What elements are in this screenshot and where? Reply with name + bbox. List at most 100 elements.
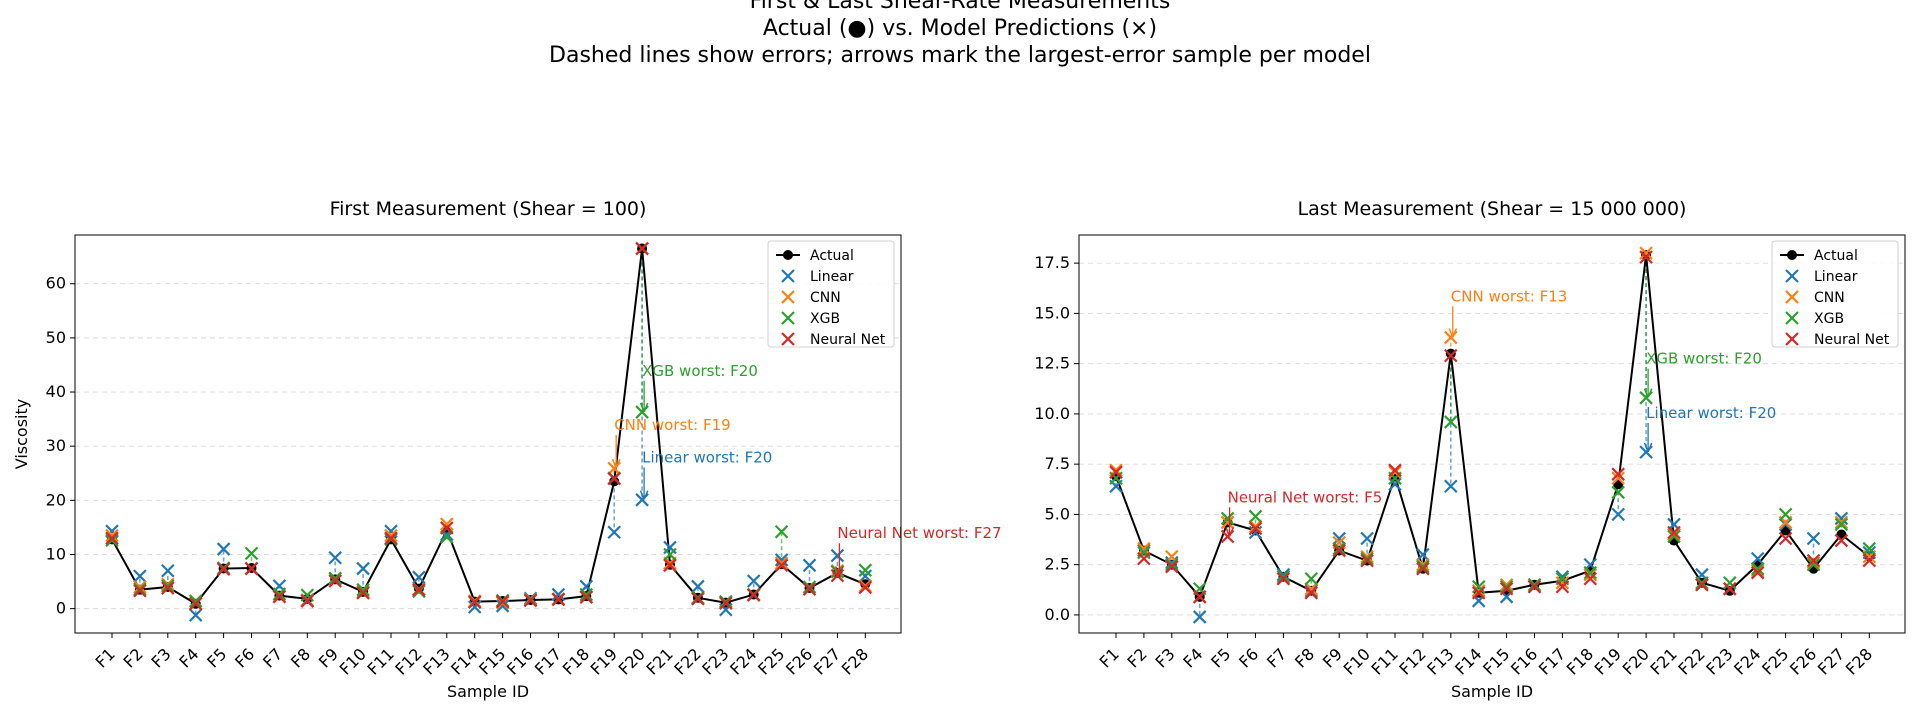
data-point-linear: [1388, 477, 1402, 492]
data-point-neural-net: [1862, 553, 1877, 568]
y-tick-label: 12.5: [1034, 354, 1070, 373]
y-tick-label: 60: [46, 274, 66, 293]
legend-label-xgb: XGB: [1814, 311, 1844, 327]
data-point-cnn: [1499, 577, 1514, 592]
x-tick-label: F7: [259, 644, 286, 671]
data-point-linear: [161, 563, 175, 578]
x-tick-label: F21: [1646, 644, 1680, 678]
x-tick-label: F15: [1479, 644, 1513, 678]
annotation-xgb-worst-f20: XGB worst: F20: [1646, 350, 1762, 368]
data-point-xgb: [1109, 471, 1123, 485]
data-point-neural-net: [523, 593, 538, 608]
x-tick-label: F27: [810, 644, 844, 678]
data-point-neural-net: [802, 582, 817, 596]
y-tick-label: 15.0: [1034, 303, 1070, 322]
data-point-xgb: [1276, 569, 1291, 584]
data-point-actual: [609, 476, 620, 487]
series-line-actual: [1115, 254, 1870, 599]
data-point-neural-net: [1388, 463, 1402, 477]
figure-title: First & Last Shear-Rate Measurements Act…: [0, 0, 1920, 69]
data-point-linear: [1834, 511, 1849, 526]
x-tick-label: F10: [1340, 644, 1374, 678]
y-tick-label: 20: [46, 490, 66, 509]
legend-box: [767, 240, 895, 348]
data-point-xgb: [1220, 511, 1235, 526]
data-point-cnn: [384, 528, 398, 543]
data-point-neural-net: [1555, 579, 1570, 594]
x-tick-label: F14: [1451, 644, 1485, 678]
data-point-neural-net: [1527, 579, 1542, 594]
data-point-neural-net: [495, 594, 510, 609]
y-tick-label: 0.0: [1045, 605, 1070, 624]
data-point-xgb: [1499, 579, 1514, 594]
x-tick-label: F8: [287, 644, 314, 671]
data-point-cnn: [1806, 555, 1821, 570]
x-tick-label: F23: [1702, 644, 1736, 678]
data-point-cnn: [1304, 582, 1319, 596]
data-point-xgb: [328, 571, 342, 586]
data-point-neural-net: [133, 583, 147, 598]
legend-label-neural-net: Neural Net: [1814, 332, 1890, 348]
data-point-neural-net: [1667, 525, 1681, 540]
data-point-linear: [133, 569, 147, 583]
y-axis-label: Viscosity: [12, 399, 31, 469]
annotation-cnn-worst-f19: CNN worst: F19: [614, 416, 731, 434]
x-tick-label: F15: [475, 644, 509, 678]
data-point-cnn: [1416, 557, 1430, 572]
data-point-cnn: [133, 580, 147, 594]
x-tick-label: F7: [1263, 644, 1290, 671]
data-point-xgb: [1583, 565, 1598, 580]
data-point-neural-net: [1611, 467, 1625, 481]
x-tick-label: F20: [1619, 644, 1653, 678]
legend-swatch-xgb: [1785, 311, 1799, 325]
data-point-cnn: [774, 556, 789, 570]
data-point-xgb: [133, 582, 147, 596]
annotation-xgb-worst-f20: XGB worst: F20: [642, 362, 758, 380]
data-point-neural-net: [161, 581, 175, 595]
legend-swatch-linear: [1785, 269, 1799, 283]
data-point-neural-net: [1109, 465, 1123, 479]
data-point-neural-net: [1444, 348, 1458, 363]
data-point-neural-net: [663, 558, 677, 573]
data-point-neural-net: [188, 596, 203, 611]
data-point-neural-net: [774, 558, 789, 573]
data-point-linear: [1806, 531, 1821, 546]
data-point-linear: [412, 570, 426, 585]
x-tick-label: F18: [1563, 644, 1597, 678]
data-point-neural-net: [1276, 571, 1291, 586]
x-tick-label: F3: [1151, 644, 1178, 671]
chart-panel-1: XGB worst: F20 CNN worst: F19 Linear worst…: [12, 198, 1002, 701]
data-point-linear: [1276, 567, 1291, 582]
data-point-neural-net: [1248, 521, 1263, 536]
data-point-linear: [216, 542, 231, 556]
data-point-neural-net: [244, 561, 259, 576]
data-point-xgb: [161, 579, 175, 593]
x-tick-label: F2: [1124, 644, 1151, 671]
y-tick-label: 2.5: [1045, 555, 1070, 574]
legend-label-neural-net: Neural Net: [810, 332, 886, 348]
data-point-xgb: [1723, 575, 1737, 590]
series-line-actual: [111, 248, 866, 606]
x-tick-label: F26: [782, 644, 816, 678]
legend-label-linear: Linear: [1814, 269, 1858, 285]
data-point-xgb: [1834, 517, 1849, 532]
data-point-xgb: [356, 582, 370, 597]
axes-frame: [74, 234, 902, 634]
data-point-linear: [551, 587, 566, 602]
data-point-cnn: [1444, 330, 1458, 345]
chart-title: Last Measurement (Shear = 15 000 000): [1298, 198, 1687, 220]
x-tick-label: F8: [1291, 644, 1318, 671]
y-tick-label: 10: [46, 544, 66, 563]
data-point-xgb: [1248, 509, 1263, 524]
data-point-actual: [1445, 348, 1456, 359]
y-tick-label: 40: [46, 382, 66, 401]
y-tick-label: 30: [46, 436, 66, 455]
annotation-linear-worst-f20: Linear worst: F20: [642, 448, 772, 466]
legend-label-actual: Actual: [810, 248, 854, 264]
annotation-linear-worst-f20: Linear worst: F20: [1646, 404, 1776, 422]
data-point-cnn: [1639, 246, 1653, 260]
data-point-neural-net: [1695, 577, 1709, 592]
data-point-xgb: [1667, 529, 1681, 544]
data-point-neural-net: [1137, 551, 1151, 566]
data-point-neural-net: [1750, 565, 1765, 580]
